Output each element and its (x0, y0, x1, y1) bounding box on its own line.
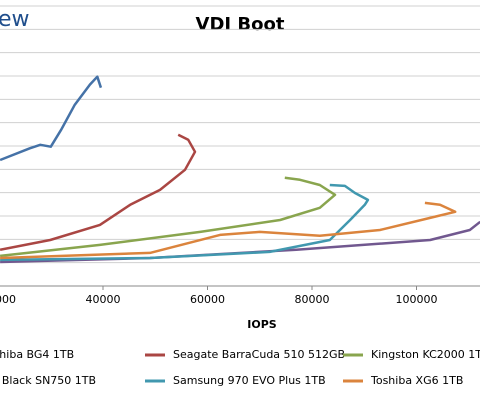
legend-label: Kingston KC2000 1TB (371, 348, 480, 361)
x-tick-label: 40000 (86, 293, 121, 306)
chart-title: VDI Boot (196, 14, 285, 35)
x-tick-label: 20000 (0, 293, 16, 306)
legend-label: Seagate BarraCuda 510 512GB (173, 348, 345, 361)
series-line (0, 133, 197, 252)
legend-label: WD Black SN750 1TB (0, 374, 96, 387)
x-tick-label: 80000 (295, 293, 330, 306)
series-line (0, 201, 457, 260)
series-line (0, 183, 370, 262)
x-tick-label: 60000 (190, 293, 225, 306)
watermark: ew (0, 7, 30, 32)
legend-label: Toshiba XG6 1TB (370, 374, 463, 387)
legend-label: Toshiba BG4 1TB (0, 348, 74, 361)
legend-label: Samsung 970 EVO Plus 1TB (173, 374, 326, 387)
x-axis-label: IOPS (247, 318, 277, 331)
x-tick-label: 100000 (396, 293, 438, 306)
series-line (0, 176, 337, 258)
series-line (0, 75, 103, 162)
